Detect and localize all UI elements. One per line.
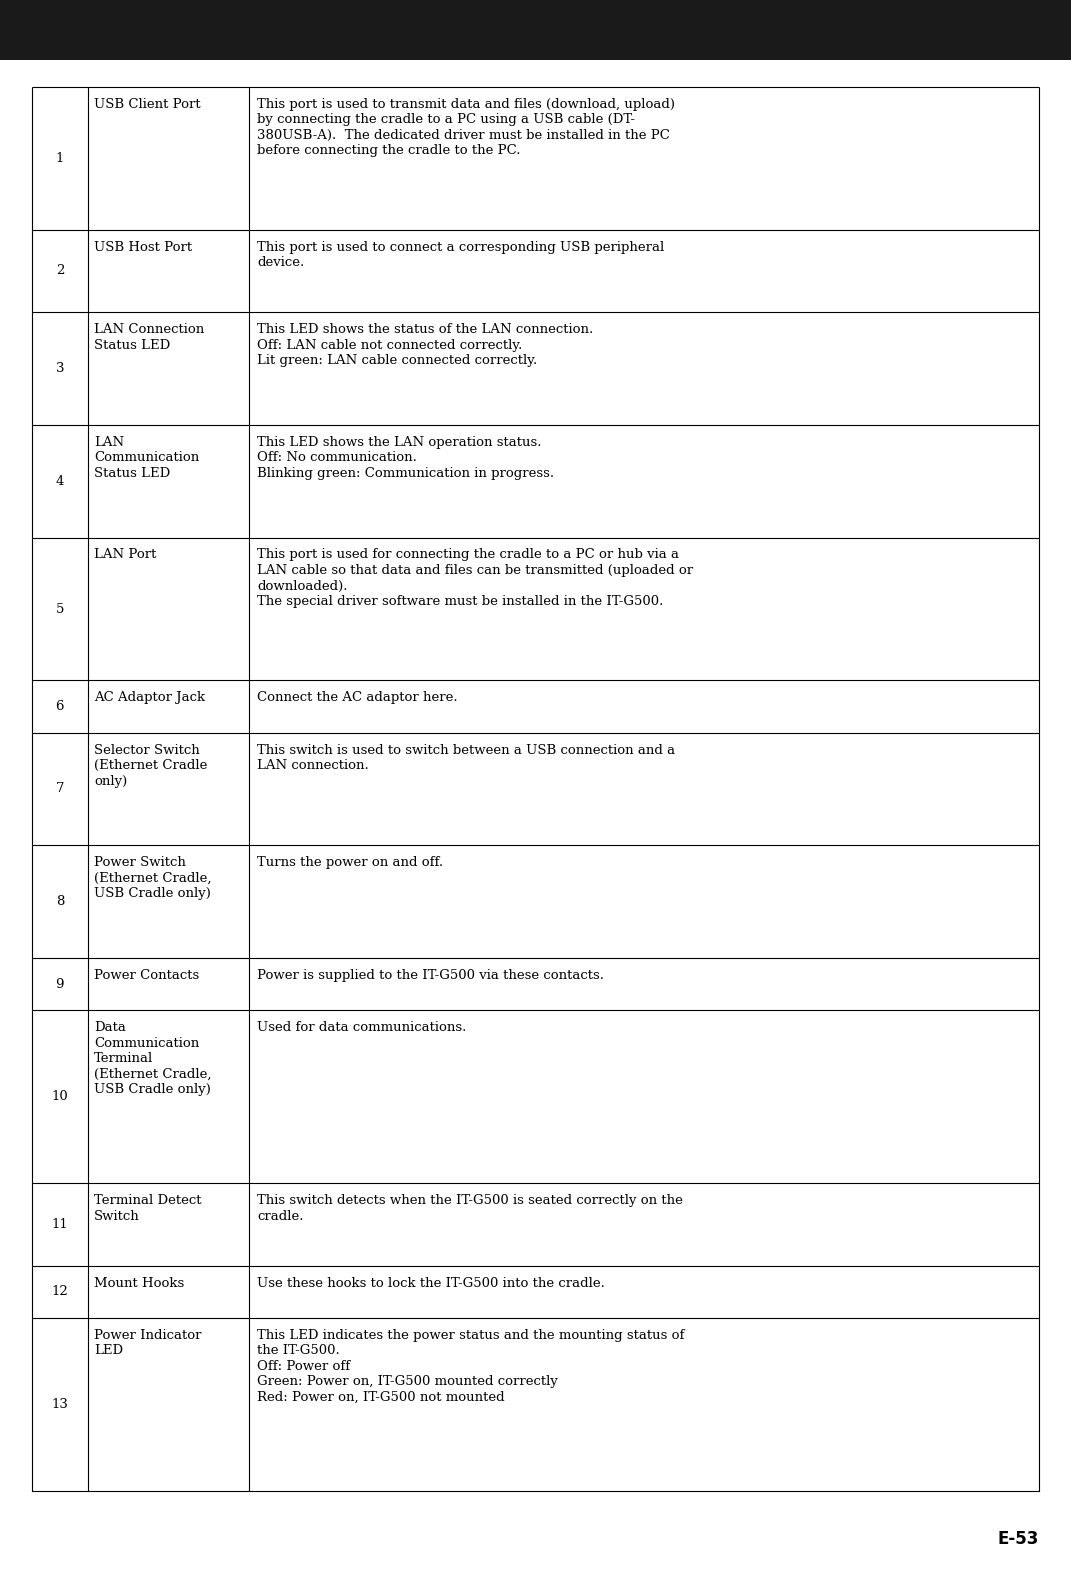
Text: 4: 4: [56, 475, 64, 488]
Text: Connect the AC adaptor here.: Connect the AC adaptor here.: [257, 691, 457, 704]
Text: 13: 13: [51, 1398, 69, 1411]
Text: 7: 7: [56, 783, 64, 795]
Text: USB Host Port: USB Host Port: [94, 241, 192, 254]
Text: 5: 5: [56, 603, 64, 615]
Bar: [0, 0, 1071, 60]
Text: Mount Hooks: Mount Hooks: [94, 1277, 184, 1289]
Text: This LED shows the LAN operation status.
Off: No communication.
Blinking green: : This LED shows the LAN operation status.…: [257, 436, 555, 480]
Text: USB Client Port: USB Client Port: [94, 98, 200, 110]
Text: 2: 2: [56, 265, 64, 278]
Text: LAN
Communication
Status LED: LAN Communication Status LED: [94, 436, 199, 480]
Text: This port is used to connect a corresponding USB peripheral
device.: This port is used to connect a correspon…: [257, 241, 664, 270]
Text: 12: 12: [51, 1286, 69, 1299]
Text: Power is supplied to the IT-G500 via these contacts.: Power is supplied to the IT-G500 via the…: [257, 969, 604, 982]
Text: E-53: E-53: [997, 1529, 1039, 1548]
Text: Used for data communications.: Used for data communications.: [257, 1021, 467, 1034]
Text: Use these hooks to lock the IT-G500 into the cradle.: Use these hooks to lock the IT-G500 into…: [257, 1277, 605, 1289]
Text: 8: 8: [56, 895, 64, 909]
Text: 3: 3: [56, 361, 64, 376]
Text: Power Switch
(Ethernet Cradle,
USB Cradle only): Power Switch (Ethernet Cradle, USB Cradl…: [94, 857, 211, 901]
Text: 9: 9: [56, 978, 64, 991]
Text: Terminal Detect
Switch: Terminal Detect Switch: [94, 1195, 201, 1223]
Text: This LED shows the status of the LAN connection.
Off: LAN cable not connected co: This LED shows the status of the LAN con…: [257, 323, 593, 368]
Text: Power Contacts: Power Contacts: [94, 969, 199, 982]
Text: This switch detects when the IT-G500 is seated correctly on the
cradle.: This switch detects when the IT-G500 is …: [257, 1195, 683, 1223]
Text: Selector Switch
(Ethernet Cradle
only): Selector Switch (Ethernet Cradle only): [94, 743, 208, 787]
Text: LAN Connection
Status LED: LAN Connection Status LED: [94, 323, 205, 352]
Text: Data
Communication
Terminal
(Ethernet Cradle,
USB Cradle only): Data Communication Terminal (Ethernet Cr…: [94, 1021, 211, 1097]
Text: Power Indicator
LED: Power Indicator LED: [94, 1329, 201, 1357]
Text: This port is used to transmit data and files (download, upload)
by connecting th: This port is used to transmit data and f…: [257, 98, 675, 158]
Text: LAN Port: LAN Port: [94, 549, 156, 562]
Text: 11: 11: [51, 1218, 69, 1231]
Text: 1: 1: [56, 151, 64, 164]
Text: This switch is used to switch between a USB connection and a
LAN connection.: This switch is used to switch between a …: [257, 743, 676, 772]
Text: 10: 10: [51, 1090, 69, 1103]
Text: This LED indicates the power status and the mounting status of
the IT-G500.
Off:: This LED indicates the power status and …: [257, 1329, 684, 1404]
Text: 6: 6: [56, 701, 64, 713]
Text: This port is used for connecting the cradle to a PC or hub via a
LAN cable so th: This port is used for connecting the cra…: [257, 549, 693, 608]
Text: Turns the power on and off.: Turns the power on and off.: [257, 857, 443, 869]
Text: AC Adaptor Jack: AC Adaptor Jack: [94, 691, 205, 704]
